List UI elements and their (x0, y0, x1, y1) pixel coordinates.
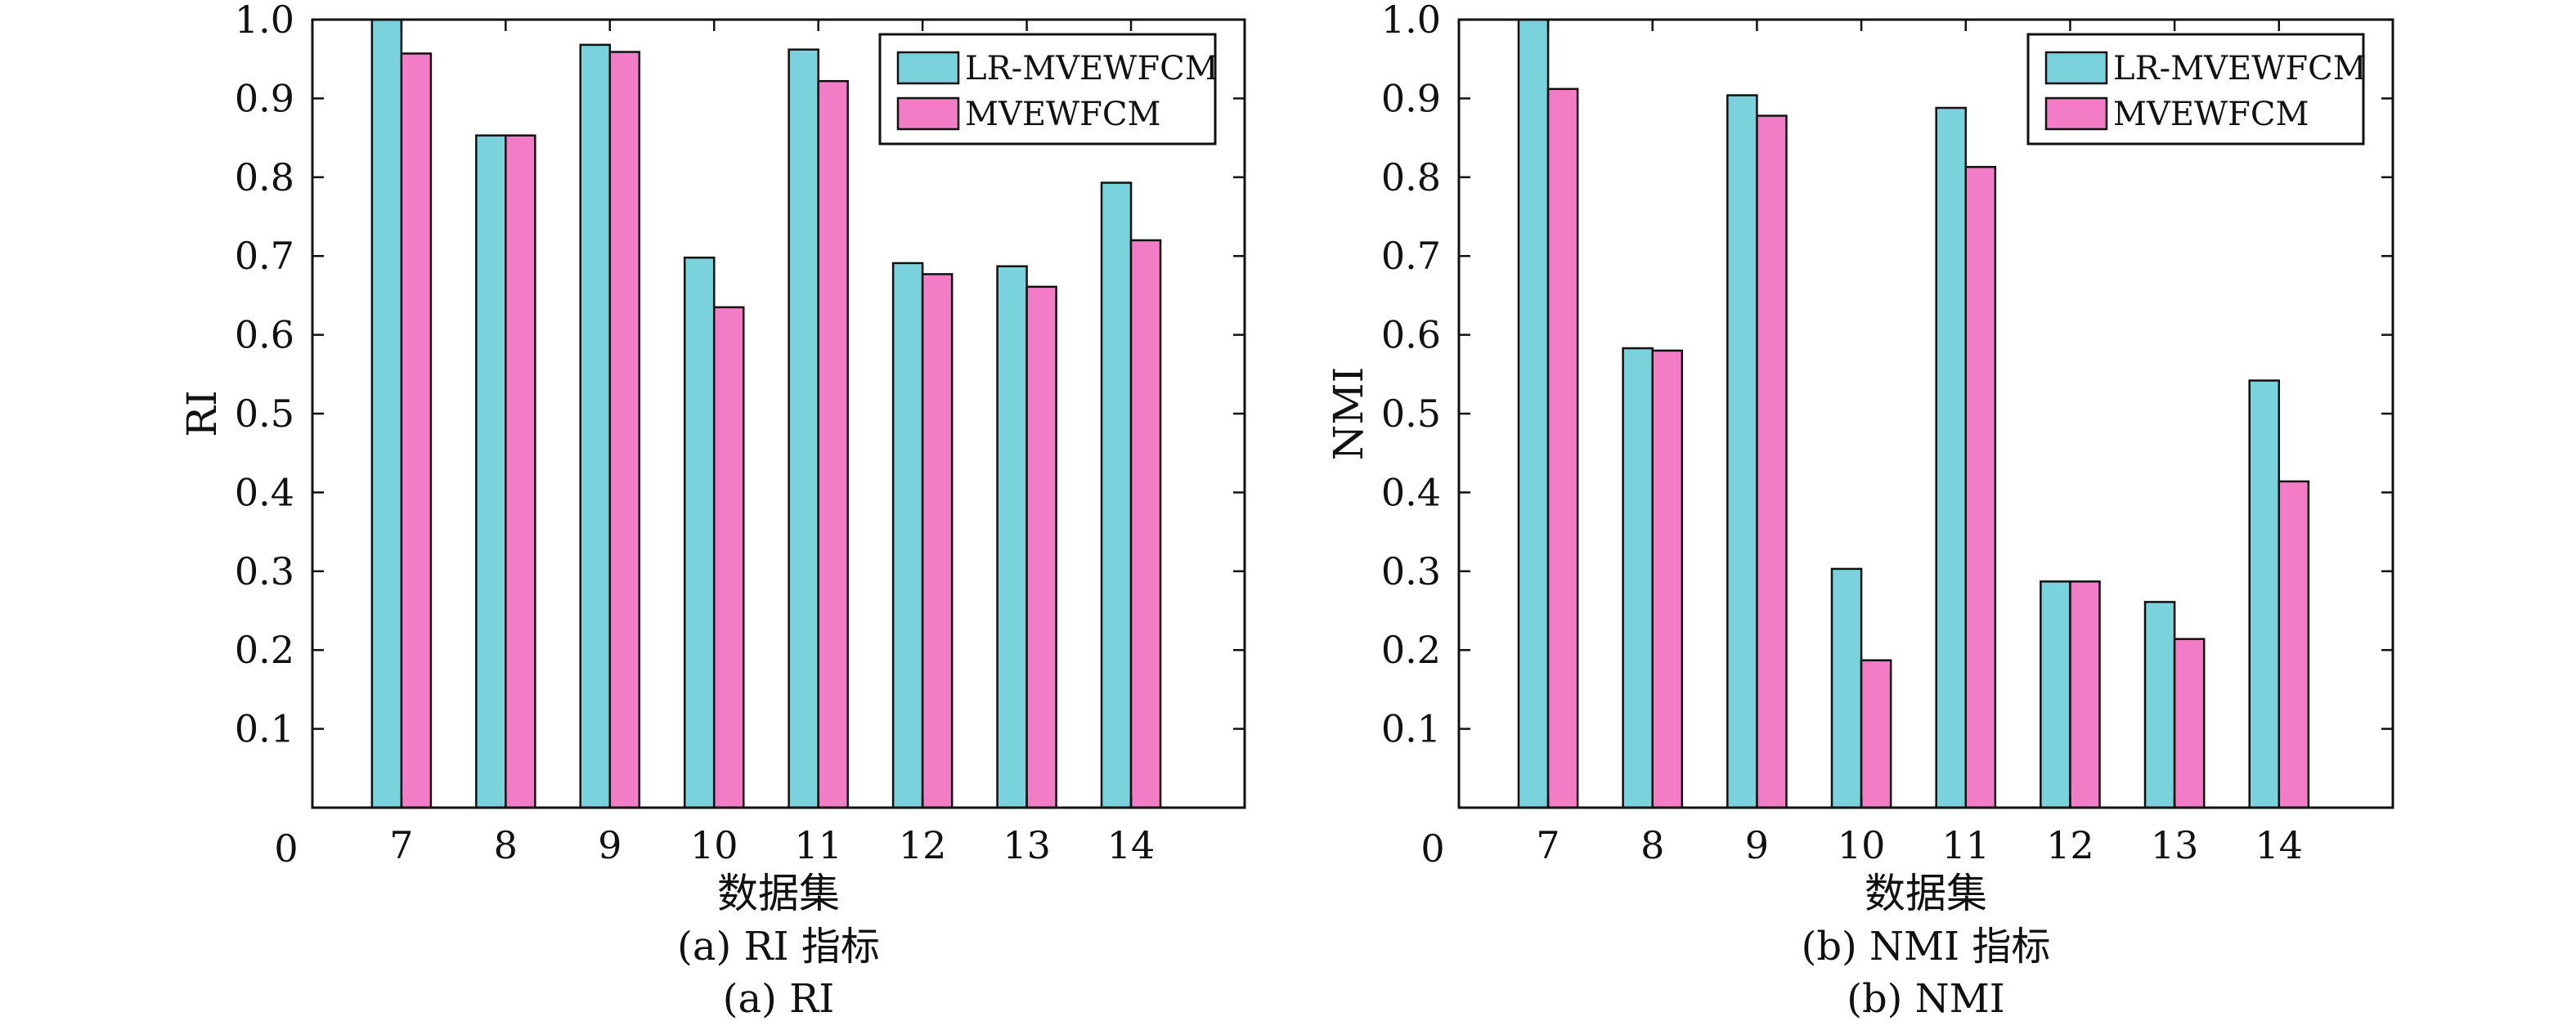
y-axis-label: NMI (1325, 367, 1372, 461)
y-tick-label: 0.8 (235, 155, 294, 199)
bar-mvewfcm-8 (1651, 349, 1684, 809)
y-tick-label: 0.3 (235, 549, 294, 593)
bar-lr-mvewfcm-11 (1935, 106, 1968, 809)
x-axis-ticks: 7 8 9 10 11 12 13 14 (1536, 20, 2303, 867)
y-tick-label: 0.7 (235, 234, 294, 278)
y-tick-label: 0.1 (1381, 707, 1441, 751)
y-tick-label: 0.2 (235, 628, 294, 672)
bar-lr-mvewfcm-7 (1517, 18, 1550, 809)
y-zero-label: 0 (1420, 826, 1444, 871)
bar-lr-mvewfcm-14 (2248, 379, 2281, 809)
x-tick-label: 11 (794, 823, 842, 867)
x-tick-label: 11 (1941, 823, 1990, 867)
y-axis-ticks: 0.1 0.2 0.3 0.4 0.5 0.6 0.7 0.8 0.9 1.0 (235, 0, 1245, 751)
y-tick-label: 1.0 (235, 0, 294, 42)
y-axis-label: RI (178, 390, 226, 437)
bar-mvewfcm-9 (1756, 114, 1788, 809)
x-tick-label: 8 (1640, 823, 1664, 867)
x-tick-label: 9 (598, 823, 622, 867)
legend-swatch-lr-mvewfcm (896, 51, 960, 85)
legend-label-mvewfcm: MVEWFCM (2113, 96, 2309, 133)
x-tick-label: 8 (494, 823, 518, 867)
x-tick-label: 14 (1107, 823, 1156, 867)
caption-line-1: (a) RI 指标 (677, 924, 880, 970)
bar-lr-mvewfcm-12 (891, 262, 924, 809)
y-tick-label: 0.5 (235, 392, 294, 436)
x-axis-ticks: 7 8 9 10 11 12 13 14 (389, 20, 1155, 867)
bar-lr-mvewfcm-12 (2040, 580, 2071, 809)
bar-group (370, 18, 1162, 809)
bar-lr-mvewfcm-7 (370, 18, 403, 809)
y-zero-label: 0 (274, 826, 298, 871)
legend-swatch-mvewfcm (2044, 96, 2108, 131)
bar-mvewfcm-13 (1025, 285, 1057, 809)
bar-mvewfcm-14 (1129, 239, 1162, 809)
bar-mvewfcm-10 (712, 306, 745, 809)
y-tick-label: 0.6 (235, 313, 294, 357)
y-tick-label: 0.4 (235, 470, 294, 514)
legend: LR-MVEWFCM MVEWFCM (2026, 33, 2367, 146)
bar-lr-mvewfcm-13 (996, 265, 1028, 809)
x-tick-label: 7 (389, 823, 413, 867)
x-tick-label: 10 (690, 823, 738, 867)
caption-line-2: (a) RI (723, 976, 834, 1022)
legend-label-mvewfcm: MVEWFCM (965, 96, 1160, 133)
bar-mvewfcm-13 (2173, 638, 2206, 809)
panel-ri: 0.1 0.2 0.3 0.4 0.5 0.6 0.7 0.8 0.9 1.0 7 8 9 10 11 12… (178, 0, 1246, 1022)
legend-swatch-mvewfcm (896, 96, 960, 131)
bar-mvewfcm-14 (2278, 480, 2310, 809)
x-tick-label: 12 (899, 823, 947, 867)
bar-lr-mvewfcm-8 (1622, 347, 1654, 809)
y-axis-ticks: 0.1 0.2 0.3 0.4 0.5 0.6 0.7 0.8 0.9 1.0 (1381, 0, 2393, 751)
x-tick-label: 12 (2046, 823, 2094, 867)
bar-lr-mvewfcm-10 (1830, 567, 1863, 809)
bar-lr-mvewfcm-11 (788, 48, 819, 809)
y-tick-label: 0.9 (1381, 76, 1441, 120)
bar-lr-mvewfcm-10 (683, 256, 716, 809)
bar-mvewfcm-7 (400, 52, 433, 809)
y-tick-label: 0.7 (1381, 234, 1441, 278)
y-tick-label: 0.3 (1381, 549, 1441, 593)
y-tick-label: 0.4 (1381, 470, 1441, 514)
x-axis-label: 数据集 (717, 870, 840, 917)
bar-lr-mvewfcm-13 (2143, 601, 2176, 809)
bar-mvewfcm-9 (608, 51, 641, 809)
y-tick-label: 0.2 (1381, 628, 1441, 672)
x-tick-label: 13 (1003, 823, 1051, 867)
x-tick-label: 10 (1838, 823, 1886, 867)
y-tick-label: 0.8 (1381, 155, 1441, 199)
x-tick-label: 9 (1745, 823, 1769, 867)
y-tick-label: 0.6 (1381, 313, 1441, 357)
bar-mvewfcm-11 (817, 79, 849, 809)
y-tick-label: 0.1 (235, 707, 294, 751)
bar-lr-mvewfcm-9 (1726, 94, 1758, 809)
y-tick-label: 0.5 (1381, 392, 1441, 436)
y-tick-label: 1.0 (1381, 0, 1441, 42)
bar-mvewfcm-10 (1860, 659, 1892, 809)
x-tick-label: 13 (2151, 823, 2199, 867)
bar-mvewfcm-7 (1546, 87, 1579, 809)
caption-line-1: (b) NMI 指标 (1802, 924, 2051, 970)
legend-swatch-lr-mvewfcm (2044, 51, 2108, 85)
bar-lr-mvewfcm-8 (475, 134, 507, 809)
x-axis-label: 数据集 (1865, 870, 1987, 917)
bar-mvewfcm-11 (1964, 166, 1997, 809)
legend: LR-MVEWFCM MVEWFCM (878, 33, 1218, 146)
legend-label-lr-mvewfcm: LR-MVEWFCM (965, 50, 1218, 87)
bar-mvewfcm-8 (505, 134, 536, 809)
bar-lr-mvewfcm-14 (1100, 181, 1133, 809)
bar-lr-mvewfcm-9 (579, 43, 612, 809)
bar-mvewfcm-12 (2069, 580, 2101, 809)
bar-mvewfcm-12 (921, 273, 954, 809)
y-tick-label: 0.9 (235, 76, 294, 120)
panel-nmi: 0.1 0.2 0.3 0.4 0.5 0.6 0.7 0.8 0.9 1.0 7 8 9 10 11 12… (1325, 0, 2394, 1022)
x-tick-label: 14 (2255, 823, 2304, 867)
legend-label-lr-mvewfcm: LR-MVEWFCM (2113, 50, 2367, 87)
x-tick-label: 7 (1536, 823, 1560, 867)
caption-line-2: (b) NMI (1847, 976, 2005, 1022)
